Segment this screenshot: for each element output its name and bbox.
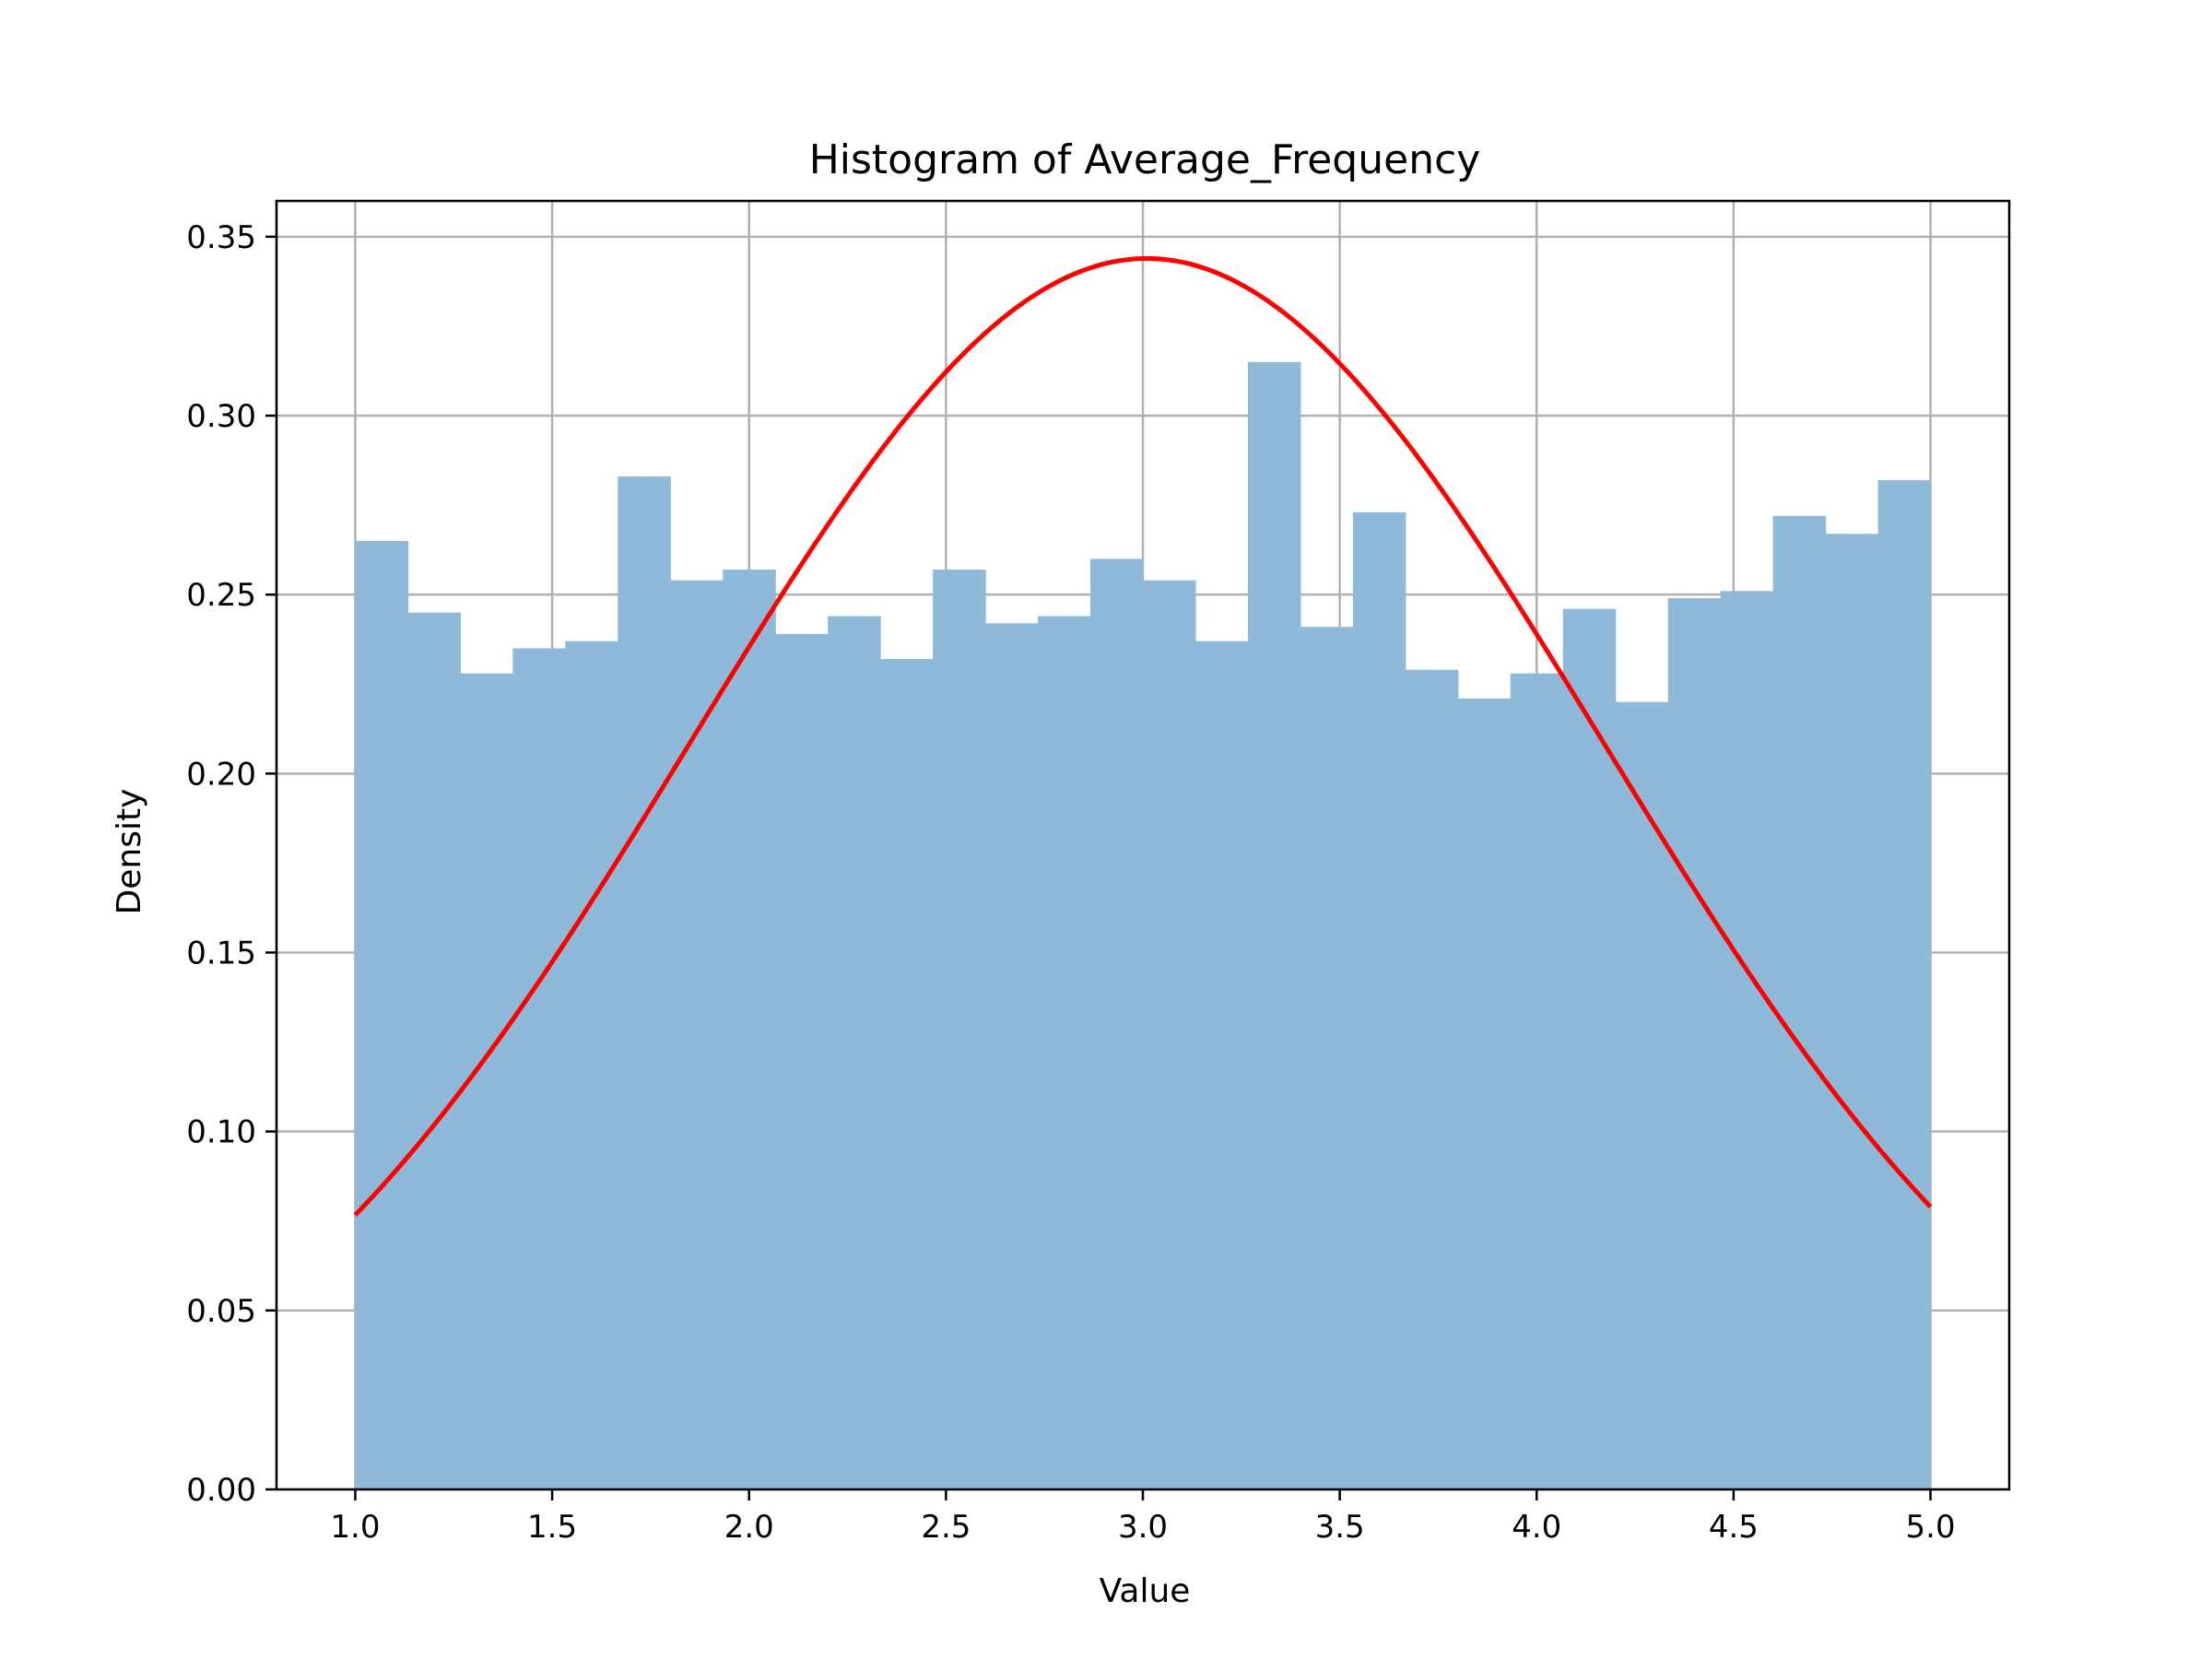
histogram-bar — [1667, 598, 1722, 1489]
x-tick-label: 1.5 — [527, 1509, 577, 1546]
normal-density-curve — [353, 256, 1933, 1218]
y-tick-label: 0.15 — [186, 935, 256, 972]
histogram-bar — [1300, 627, 1354, 1489]
histogram-bar — [1772, 515, 1827, 1489]
y-tick-label: 0.30 — [186, 398, 256, 435]
x-tick-label: 4.0 — [1512, 1509, 1561, 1546]
y-tick-label: 0.05 — [186, 1293, 256, 1330]
histogram-bar — [407, 612, 461, 1489]
x-axis-title: Value — [1100, 1572, 1191, 1610]
histogram-bar — [670, 580, 724, 1489]
histogram-bar — [618, 477, 671, 1490]
histogram-bar — [1457, 698, 1512, 1489]
x-tick-label: 1.0 — [330, 1509, 380, 1546]
histogram-bar — [1090, 559, 1144, 1489]
axis-ticks: 1.0 1.5 2.0 2.5 3.0 3.5 4.0 4.5 5.0 0.00 0.05 0.10 0… — [186, 219, 1955, 1546]
x-tick-label: 4.5 — [1709, 1509, 1759, 1546]
histogram-bar — [1615, 701, 1669, 1489]
x-tick-label: 2.0 — [724, 1509, 774, 1546]
histogram-bar — [1877, 479, 1932, 1489]
histogram-bar — [1038, 616, 1091, 1489]
histogram-bars — [355, 361, 1932, 1490]
x-tick-label: 3.0 — [1118, 1509, 1168, 1546]
histogram-bar — [1352, 512, 1406, 1489]
y-tick-label: 0.25 — [186, 577, 256, 614]
x-tick-label: 5.0 — [1906, 1509, 1956, 1546]
histogram-bar — [1405, 669, 1459, 1489]
x-tick-label: 3.5 — [1315, 1509, 1365, 1546]
histogram-bar — [1720, 591, 1774, 1489]
histogram-bar — [512, 648, 566, 1489]
histogram-bar — [828, 616, 881, 1489]
y-tick-label: 0.35 — [186, 219, 256, 256]
histogram-bar — [985, 623, 1039, 1489]
histogram-bar — [565, 641, 618, 1489]
histogram-bar — [1825, 534, 1879, 1489]
histogram-bar — [1562, 608, 1617, 1489]
histogram-bar — [1143, 580, 1196, 1489]
histogram-bar — [1247, 361, 1301, 1489]
histogram-bar — [723, 569, 776, 1489]
histogram-bar — [933, 569, 986, 1489]
histogram-bar — [880, 659, 934, 1489]
y-tick-label: 0.00 — [186, 1472, 256, 1509]
y-axis-title: Density — [111, 789, 148, 915]
y-tick-label: 0.10 — [186, 1114, 256, 1151]
y-tick-label: 0.20 — [186, 756, 256, 793]
histogram-bar — [1510, 673, 1564, 1489]
histogram-bar — [355, 540, 409, 1489]
x-tick-label: 2.5 — [921, 1509, 971, 1546]
histogram-bar — [1194, 641, 1249, 1489]
histogram-bar — [775, 633, 829, 1489]
chart-title: Histogram of Average_Frequency — [809, 136, 1481, 183]
